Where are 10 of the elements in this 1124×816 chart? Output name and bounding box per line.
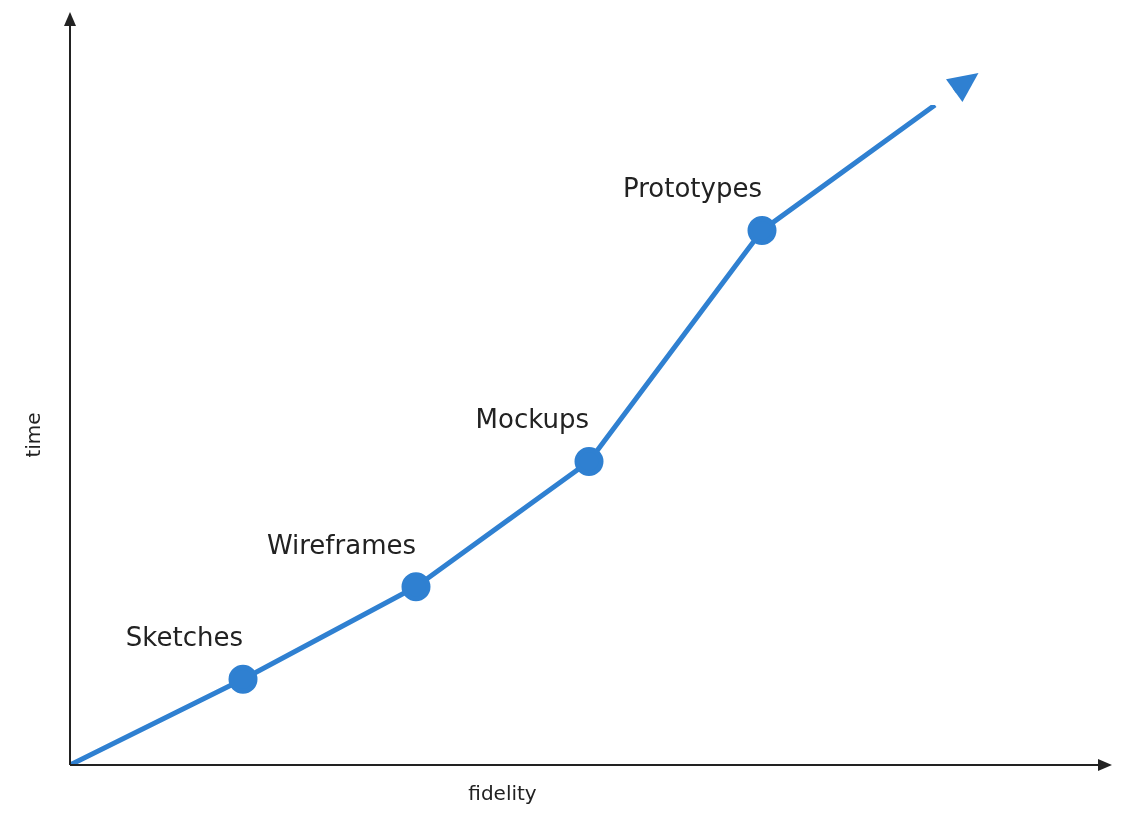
- y-axis-title: time: [21, 412, 46, 458]
- point: [401, 572, 431, 602]
- point: [574, 446, 604, 476]
- x-axis-title: fidelity: [468, 781, 537, 806]
- annotation: Mockups: [475, 404, 589, 435]
- point: [228, 664, 258, 694]
- annotation: Wireframes: [266, 529, 416, 560]
- point: [747, 215, 777, 245]
- annotation: Sketches: [125, 621, 243, 652]
- annotation: Prototypes: [623, 173, 762, 204]
